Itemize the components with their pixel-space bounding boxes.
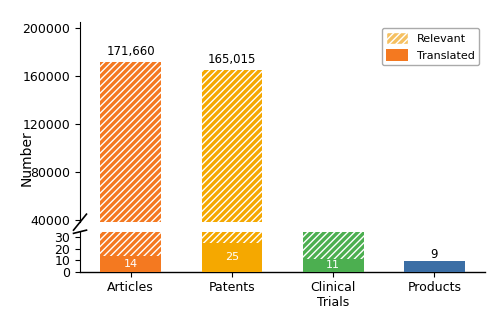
Bar [202,70,262,268]
Text: 171,660: 171,660 [106,46,155,58]
Bar [404,261,465,272]
Bar [100,256,161,272]
Legend: Relevant, Translated: Relevant, Translated [382,28,480,65]
Bar [100,62,161,268]
Text: 9: 9 [430,247,438,261]
Bar [303,232,364,259]
Bar [202,243,262,272]
Bar [303,259,364,272]
Text: 11: 11 [326,260,340,270]
Text: 14: 14 [124,259,138,269]
Bar [202,232,262,243]
Bar [100,232,161,256]
Text: Number: Number [20,130,34,186]
Text: 165,015: 165,015 [208,53,256,66]
Text: 25: 25 [225,252,239,263]
Text: 60: 60 [326,251,340,264]
